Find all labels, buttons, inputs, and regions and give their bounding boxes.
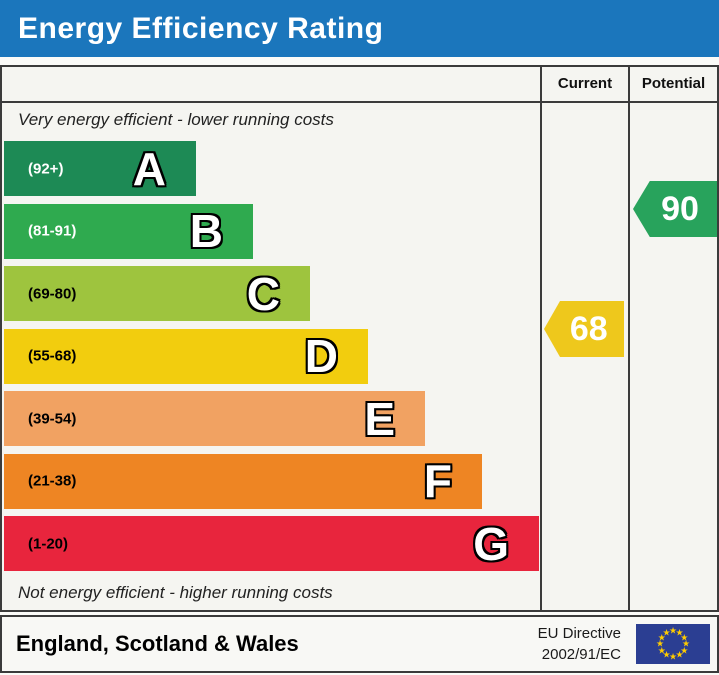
header-row-divider [2, 101, 717, 103]
chart-title-bar: Energy Efficiency Rating [0, 0, 719, 57]
band-range-label: (92+) [28, 160, 64, 177]
eu-directive-line1: EU Directive [537, 625, 621, 642]
eu-star-icon: ★ [657, 632, 666, 642]
potential-rating-marker: 90 [633, 181, 717, 237]
column-divider-potential [628, 67, 630, 610]
eu-directive-label: EU Directive 2002/91/EC [538, 623, 621, 665]
eu-star-icon: ★ [668, 651, 678, 662]
rating-band: (69-80) C [4, 266, 310, 321]
band-letter: E [364, 392, 395, 445]
rating-band: (21-38) F [4, 453, 482, 509]
eu-flag-icon: ★ ★ ★ ★ ★ ★ ★ ★ ★ ★ ★ ★ [636, 624, 710, 664]
top-note: Very energy efficient - lower running co… [18, 110, 334, 129]
page-title: Energy Efficiency Rating [18, 12, 384, 45]
band-letter: A [132, 142, 166, 195]
eu-star-icon: ★ [657, 645, 666, 655]
column-divider-current [540, 67, 542, 610]
rating-band: (81-91) B [4, 203, 253, 259]
rating-band: (39-54) E [4, 391, 425, 446]
rating-band: (92+) A [4, 141, 196, 196]
footer: England, Scotland & Wales EU Directive 2… [0, 615, 719, 673]
rating-band: (55-68) D [4, 328, 368, 384]
bottom-note: Not energy efficient - higher running co… [18, 583, 333, 602]
band-range-label: (55-68) [28, 347, 77, 365]
eu-directive-line2: 2002/91/EC [541, 646, 621, 663]
eu-star-icon: ★ [662, 649, 671, 660]
eu-star-icon: ★ [675, 627, 684, 638]
rating-band: (1-20) G [4, 516, 539, 571]
potential-rating-value: 90 [661, 190, 699, 228]
band-letter: D [304, 330, 338, 382]
eu-star-icon: ★ [675, 649, 684, 660]
column-header-potential: Potential [641, 75, 706, 92]
band-letter: B [189, 205, 223, 257]
band-range-label: (1-20) [28, 535, 69, 552]
band-letter: F [423, 455, 452, 507]
band-range-label: (69-80) [28, 285, 77, 302]
column-header-current: Current [557, 75, 613, 92]
rating-table: Current Potential Very energy efficient … [0, 65, 719, 612]
band-letter: C [246, 267, 280, 320]
current-rating-marker: 68 [544, 301, 624, 357]
band-range-label: (81-91) [28, 222, 77, 240]
eu-star-icon: ★ [662, 627, 671, 638]
eu-star-icon: ★ [680, 632, 689, 642]
eu-star-icon: ★ [655, 638, 665, 649]
region-label: England, Scotland & Wales [16, 631, 299, 656]
current-rating-value: 68 [569, 310, 608, 348]
eu-star-icon: ★ [681, 638, 691, 649]
band-range-label: (39-54) [28, 410, 77, 427]
eu-star-icon: ★ [680, 645, 689, 655]
eu-star-icon: ★ [668, 625, 678, 636]
band-range-label: (21-38) [28, 472, 77, 490]
band-letter: G [473, 517, 509, 570]
